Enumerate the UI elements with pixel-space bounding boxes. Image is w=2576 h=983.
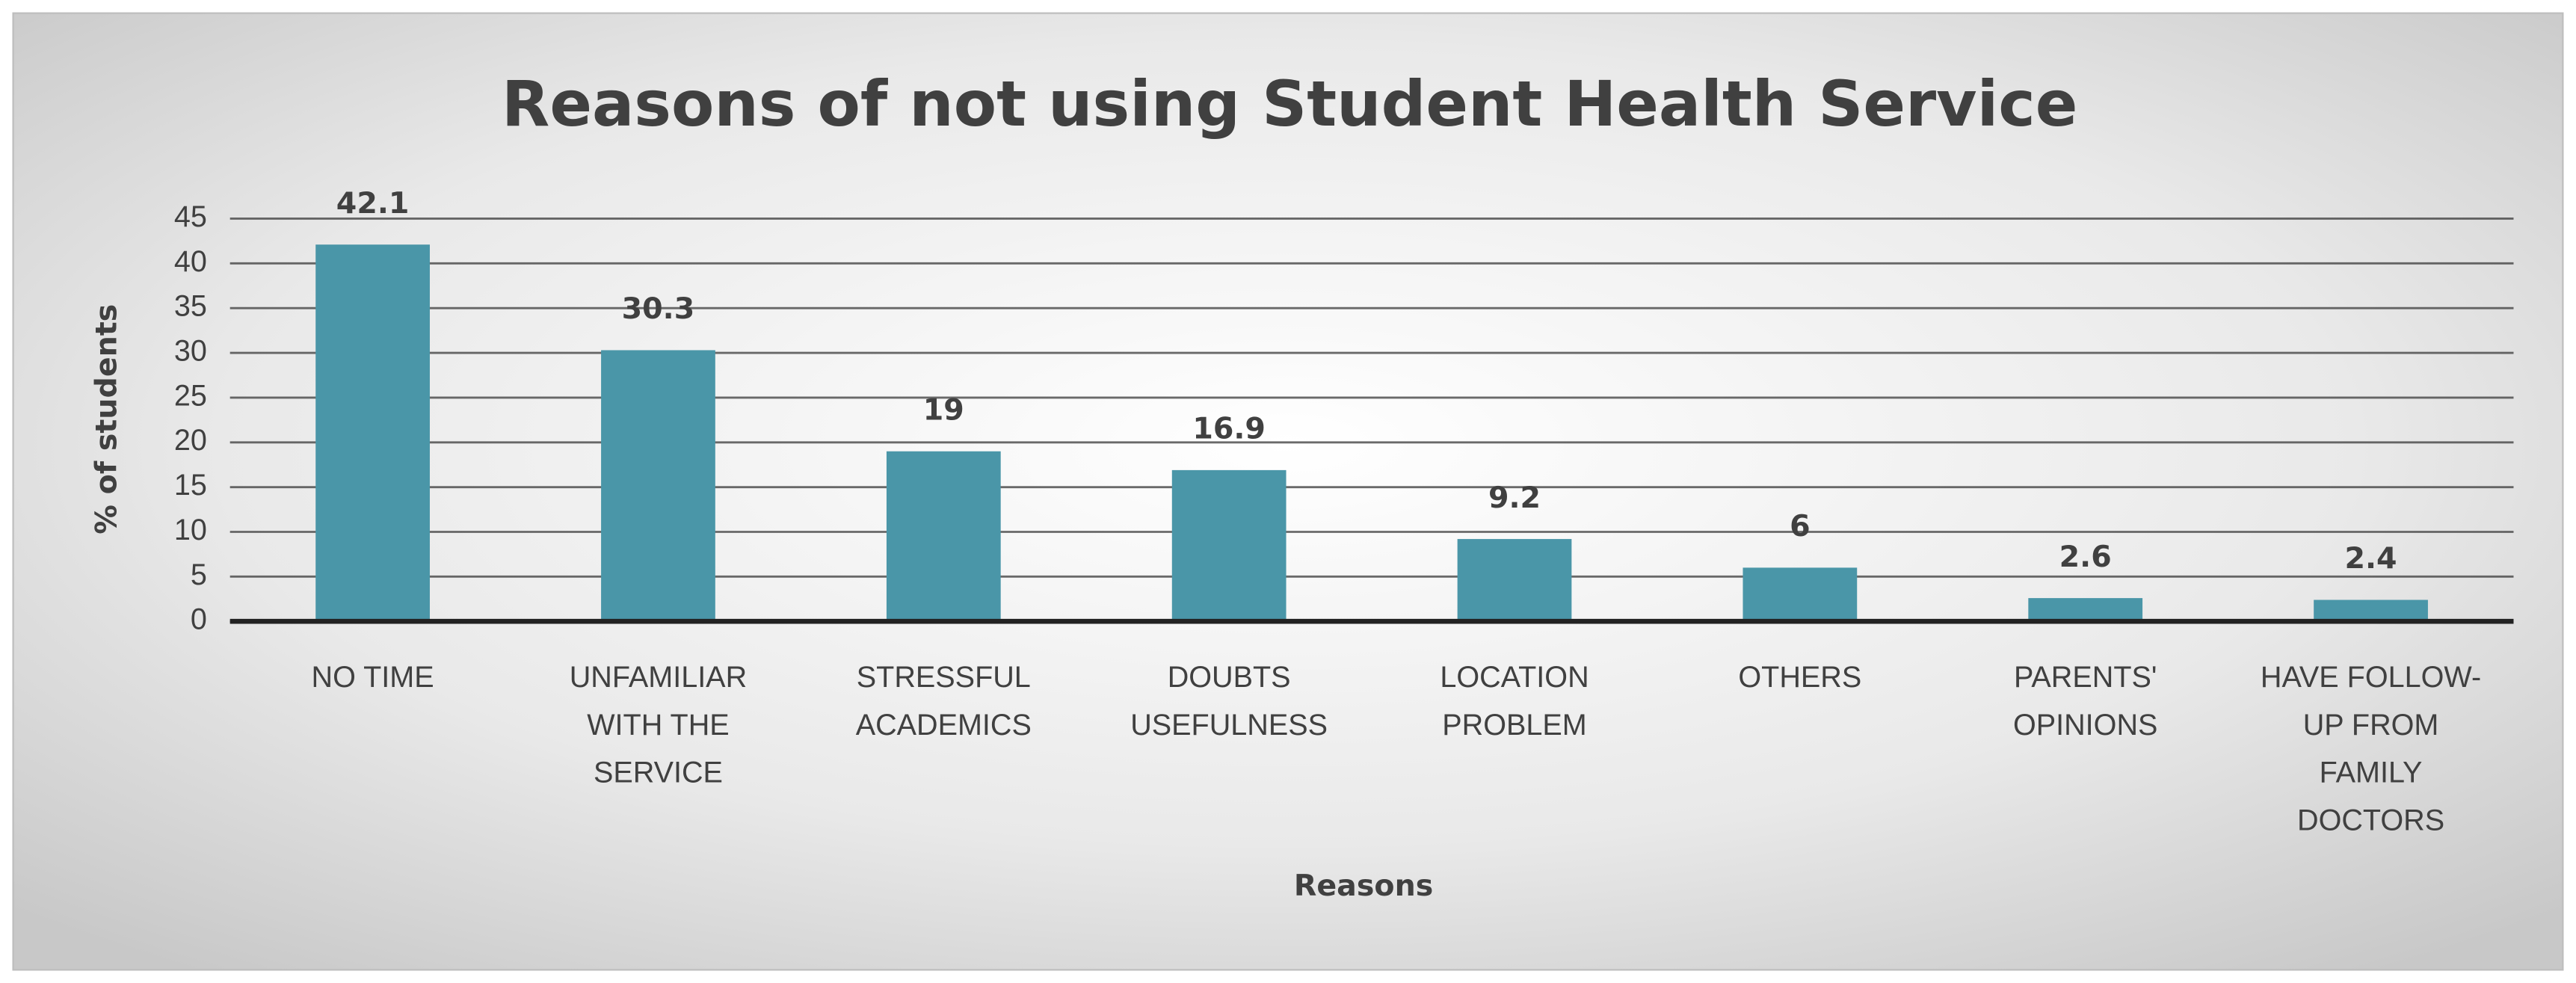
y-tick-label: 25 — [174, 379, 207, 412]
bar — [601, 350, 715, 622]
y-tick-label: 20 — [174, 424, 207, 457]
x-tick-label: STRESSFUL ACADEMICS — [855, 660, 1032, 742]
y-tick-label: 10 — [174, 514, 207, 546]
value-label: 6 — [1790, 509, 1811, 543]
bar — [2028, 598, 2143, 622]
x-tick-label: NO TIME — [311, 660, 434, 694]
y-tick-label: 35 — [174, 290, 207, 323]
y-tick-label: 5 — [191, 558, 207, 591]
value-label: 19 — [923, 392, 964, 427]
value-label: 9.2 — [1488, 481, 1541, 515]
y-tick-label: 0 — [191, 603, 207, 636]
x-tick-label: HAVE FOLLOW-UP FROM FAMILY DOCTORS — [2260, 660, 2482, 837]
value-label: 2.4 — [2345, 541, 2397, 576]
bar — [1171, 469, 1287, 622]
bar — [2314, 600, 2428, 622]
y-tick-label: 40 — [174, 245, 207, 278]
y-tick-label: 30 — [174, 334, 207, 367]
x-tick-label: PARENTS' OPINIONS — [2012, 660, 2158, 742]
chart-background — [12, 12, 2564, 971]
x-axis-label: Reasons — [1294, 869, 1433, 903]
value-label: 30.3 — [622, 292, 695, 326]
value-label: 42.1 — [336, 186, 410, 221]
bar — [886, 451, 1001, 622]
y-tick-label: 45 — [174, 200, 207, 233]
chart-title: Reasons of not using Student Health Serv… — [502, 67, 2077, 141]
y-axis-label: % of students — [90, 304, 124, 534]
bar — [315, 244, 430, 622]
x-tick-label: OTHERS — [1738, 660, 1862, 694]
x-tick-label: LOCATION PROBLEM — [1440, 660, 1589, 742]
value-label: 16.9 — [1192, 412, 1266, 446]
bar — [1457, 539, 1572, 622]
value-label: 2.6 — [2059, 540, 2112, 574]
y-tick-label: 15 — [174, 469, 207, 502]
bar — [1743, 567, 1858, 622]
x-tick-label: UNFAMILIAR WITH THE SERVICE — [569, 660, 748, 789]
x-tick-label: DOUBTS USEFULNESS — [1130, 660, 1328, 742]
